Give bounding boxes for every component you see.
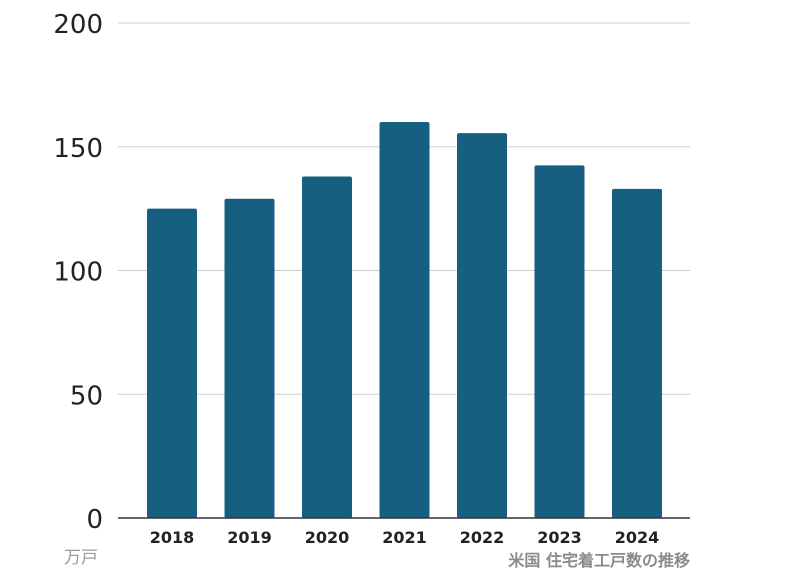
- chart-caption: 米国 住宅着工戸数の推移: [508, 551, 690, 570]
- bars: [147, 122, 662, 518]
- x-tick-label-2024: 2024: [615, 528, 660, 547]
- y-tick-label: 0: [86, 505, 103, 535]
- bar-2018: [147, 208, 197, 518]
- y-tick-label: 100: [53, 258, 103, 288]
- y-tick-label: 150: [53, 134, 103, 164]
- y-axis-tick-labels: 0 50 100 150 200: [53, 10, 103, 535]
- unit-label: 万戸: [64, 548, 98, 568]
- bar-2020: [302, 176, 352, 518]
- bar-2022: [457, 133, 507, 518]
- x-tick-label-2019: 2019: [227, 528, 272, 547]
- bar-2021: [379, 122, 430, 518]
- bar-2023: [534, 165, 585, 518]
- x-tick-label-2023: 2023: [537, 528, 582, 547]
- x-tick-label-2021: 2021: [382, 528, 427, 547]
- y-tick-label: 50: [70, 381, 103, 411]
- y-tick-label: 200: [53, 10, 103, 40]
- bar-2024: [612, 188, 662, 518]
- x-axis-category-labels: 2018 2019 2020 2021 2022 2023 2024: [150, 528, 660, 547]
- bar-2019: [224, 198, 275, 518]
- x-tick-label-2022: 2022: [460, 528, 505, 547]
- x-tick-label-2018: 2018: [150, 528, 195, 547]
- x-tick-label-2020: 2020: [305, 528, 350, 547]
